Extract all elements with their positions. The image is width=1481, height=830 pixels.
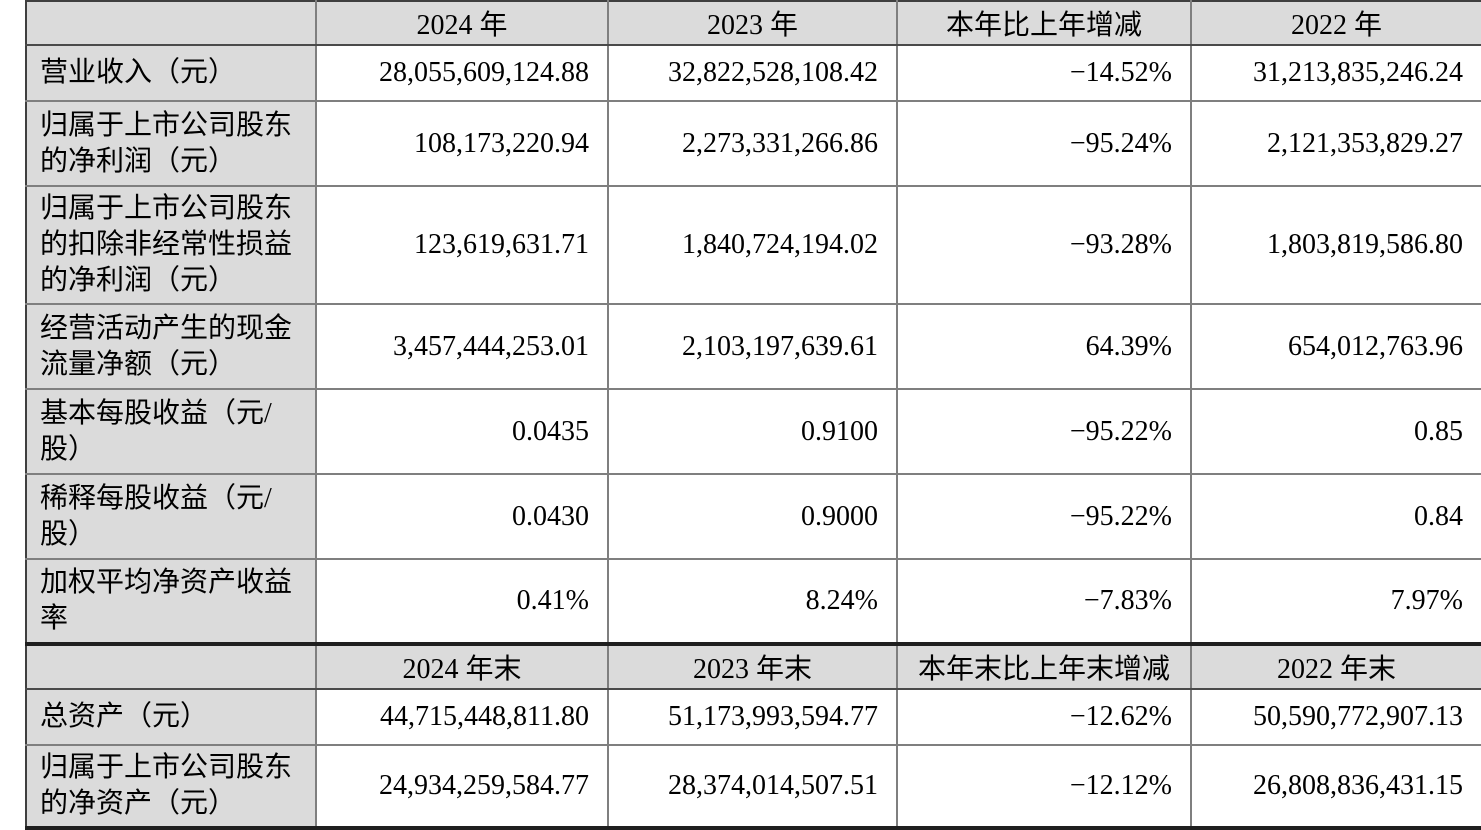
value-2024: 108,173,220.94	[315, 100, 609, 187]
table-row-net-profit-excl-nonrecurring: 归属于上市公司股东的扣除非经常性损益的净利润（元） 123,619,631.71…	[25, 185, 1481, 305]
value-2022: 2,121,353,829.27	[1190, 100, 1481, 187]
row-label: 经营活动产生的现金流量净额（元）	[25, 303, 317, 390]
value-2022: 0.85	[1190, 388, 1481, 475]
yearend-header-row: 2024 年末 2023 年末 本年末比上年末增减 2022 年末	[25, 643, 1481, 690]
col-header-2022: 2022 年	[1190, 0, 1481, 46]
col-header-2024: 2024 年	[315, 0, 609, 46]
value-2022-end: 50,590,772,907.13	[1190, 688, 1481, 746]
table-row-net-profit: 归属于上市公司股东的净利润（元） 108,173,220.94 2,273,33…	[25, 100, 1481, 187]
value-2023: 0.9100	[607, 388, 898, 475]
table-row-weighted-avg-roe: 加权平均净资产收益率 0.41% 8.24% −7.83% 7.97%	[25, 558, 1481, 646]
value-2022: 7.97%	[1190, 558, 1481, 646]
value-change: −7.83%	[896, 558, 1192, 646]
year-header-row: 2024 年 2023 年 本年比上年增减 2022 年	[25, 0, 1481, 46]
value-2022-end: 26,808,836,431.15	[1190, 744, 1481, 830]
value-2024: 3,457,444,253.01	[315, 303, 609, 390]
row-label: 营业收入（元）	[25, 44, 317, 102]
value-2024: 0.41%	[315, 558, 609, 646]
table-row-revenue: 营业收入（元） 28,055,609,124.88 32,822,528,108…	[25, 44, 1481, 102]
row-label: 归属于上市公司股东的净利润（元）	[25, 100, 317, 187]
row-label: 基本每股收益（元/股）	[25, 388, 317, 475]
value-change: −12.62%	[896, 688, 1192, 746]
table-row-diluted-eps: 稀释每股收益（元/股） 0.0430 0.9000 −95.22% 0.84	[25, 473, 1481, 560]
value-change: −93.28%	[896, 185, 1192, 305]
value-2024: 28,055,609,124.88	[315, 44, 609, 102]
row-label: 加权平均净资产收益率	[25, 558, 317, 646]
value-2022: 0.84	[1190, 473, 1481, 560]
value-2023: 2,273,331,266.86	[607, 100, 898, 187]
value-change: 64.39%	[896, 303, 1192, 390]
value-change: −14.52%	[896, 44, 1192, 102]
row-label: 归属于上市公司股东的扣除非经常性损益的净利润（元）	[25, 185, 317, 305]
col-header-2023-end: 2023 年末	[607, 643, 898, 690]
col-header-2022-end: 2022 年末	[1190, 643, 1481, 690]
value-2022: 654,012,763.96	[1190, 303, 1481, 390]
row-label: 总资产（元）	[25, 688, 317, 746]
table-row-total-assets: 总资产（元） 44,715,448,811.80 51,173,993,594.…	[25, 688, 1481, 746]
value-2023: 32,822,528,108.42	[607, 44, 898, 102]
row-label: 稀释每股收益（元/股）	[25, 473, 317, 560]
corner-cell	[25, 643, 317, 690]
value-2023-end: 28,374,014,507.51	[607, 744, 898, 830]
section-annual: 2024 年 2023 年 本年比上年增减 2022 年 营业收入（元） 28,…	[25, 0, 1481, 646]
value-change: −95.22%	[896, 473, 1192, 560]
value-2023: 0.9000	[607, 473, 898, 560]
value-2022: 1,803,819,586.80	[1190, 185, 1481, 305]
table-row-basic-eps: 基本每股收益（元/股） 0.0435 0.9100 −95.22% 0.85	[25, 388, 1481, 475]
value-2024: 123,619,631.71	[315, 185, 609, 305]
table-row-net-assets: 归属于上市公司股东的净资产（元） 24,934,259,584.77 28,37…	[25, 744, 1481, 830]
value-2023: 2,103,197,639.61	[607, 303, 898, 390]
corner-cell	[25, 0, 317, 46]
row-label: 归属于上市公司股东的净资产（元）	[25, 744, 317, 830]
value-2022: 31,213,835,246.24	[1190, 44, 1481, 102]
value-change: −95.24%	[896, 100, 1192, 187]
value-2023: 8.24%	[607, 558, 898, 646]
col-header-yearend-change: 本年末比上年末增减	[896, 643, 1192, 690]
col-header-2024-end: 2024 年末	[315, 643, 609, 690]
col-header-2023: 2023 年	[607, 0, 898, 46]
value-2023: 1,840,724,194.02	[607, 185, 898, 305]
value-change: −12.12%	[896, 744, 1192, 830]
section-year-end: 2024 年末 2023 年末 本年末比上年末增减 2022 年末 总资产（元）…	[25, 643, 1481, 830]
table-row-operating-cash-flow: 经营活动产生的现金流量净额（元） 3,457,444,253.01 2,103,…	[25, 303, 1481, 390]
value-2024-end: 24,934,259,584.77	[315, 744, 609, 830]
col-header-yoy-change: 本年比上年增减	[896, 0, 1192, 46]
value-2023-end: 51,173,993,594.77	[607, 688, 898, 746]
value-2024-end: 44,715,448,811.80	[315, 688, 609, 746]
financial-summary-table: 2024 年 2023 年 本年比上年增减 2022 年 营业收入（元） 28,…	[25, 0, 1481, 830]
value-2024: 0.0430	[315, 473, 609, 560]
value-2024: 0.0435	[315, 388, 609, 475]
value-change: −95.22%	[896, 388, 1192, 475]
